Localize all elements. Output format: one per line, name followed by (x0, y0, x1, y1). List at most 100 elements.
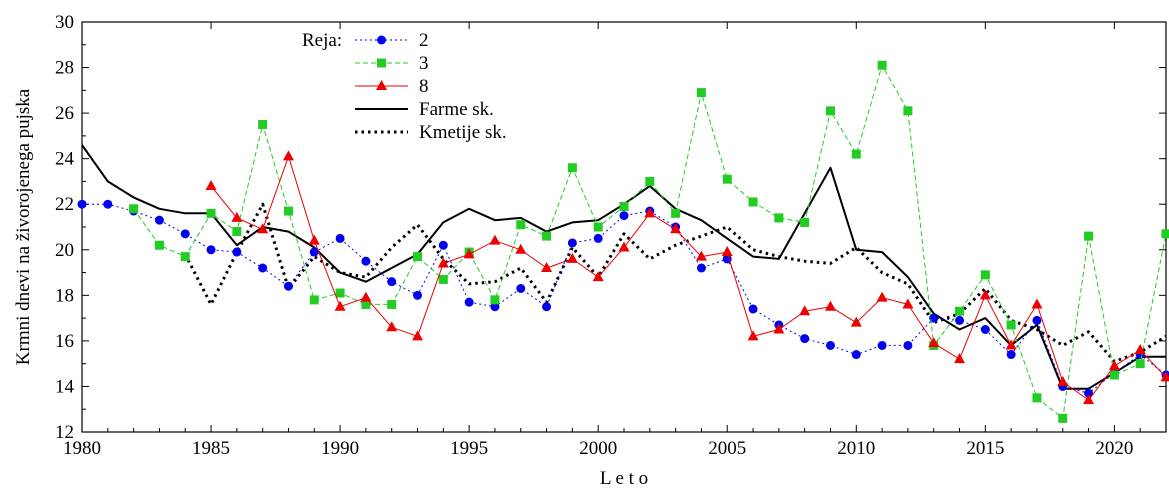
data-point (360, 291, 372, 302)
y-tick-label: 28 (55, 58, 74, 79)
data-point (387, 299, 397, 309)
data-point (361, 256, 371, 266)
legend-marker (376, 80, 387, 90)
data-point (1109, 370, 1119, 380)
data-point (387, 277, 397, 287)
series-line (81, 144, 1166, 390)
data-point (696, 263, 706, 273)
data-point (799, 305, 811, 316)
data-point (232, 227, 242, 237)
data-point (979, 289, 991, 300)
data-point (232, 247, 242, 257)
x-tick-label: 1990 (321, 438, 359, 459)
data-point (748, 304, 758, 314)
data-point (180, 252, 190, 262)
data-point (955, 306, 965, 316)
data-point (515, 243, 527, 254)
legend-marker (377, 58, 386, 68)
data-point (955, 315, 965, 325)
x-tick-label: 2020 (1095, 438, 1133, 459)
data-point (877, 60, 887, 70)
series-kmetije-sk- (183, 202, 1167, 363)
data-point (1006, 350, 1016, 360)
data-point (747, 330, 759, 341)
legend-label: 3 (419, 53, 429, 74)
data-point (154, 240, 164, 250)
data-point (902, 298, 914, 309)
data-point (386, 321, 398, 332)
data-point (566, 252, 578, 263)
data-point (800, 334, 810, 344)
data-point (205, 180, 217, 190)
x-tick-label: 2010 (837, 438, 875, 459)
data-point (980, 325, 990, 334)
data-point (438, 240, 448, 250)
data-point (1134, 344, 1146, 354)
data-point (309, 295, 319, 305)
y-tick-label: 18 (55, 285, 74, 306)
data-point (1108, 359, 1120, 370)
data-point (308, 234, 320, 245)
data-point (1032, 315, 1042, 325)
y-tick-label: 12 (55, 422, 74, 443)
data-point (438, 274, 448, 284)
data-point (774, 213, 784, 223)
data-point (928, 337, 940, 348)
data-point (309, 247, 319, 257)
legend-label: 8 (419, 76, 429, 97)
plot-frame (81, 21, 1167, 433)
data-point (567, 238, 577, 248)
y-tick-label: 22 (55, 194, 74, 215)
data-point (1083, 394, 1095, 405)
data-point (824, 300, 836, 311)
data-point (413, 252, 423, 262)
data-point (851, 350, 861, 360)
data-point (850, 316, 862, 327)
data-point (516, 284, 526, 293)
legend-marker (377, 35, 386, 45)
data-point (618, 241, 630, 252)
data-point (542, 302, 552, 312)
data-point (671, 208, 681, 218)
data-point (696, 88, 706, 98)
plot-area-border (81, 21, 1167, 433)
y-tick-label: 20 (55, 240, 74, 261)
y-tick-label: 30 (55, 12, 74, 33)
data-point (283, 281, 293, 291)
data-point (903, 340, 913, 350)
data-point (283, 206, 293, 216)
data-point (1032, 393, 1042, 403)
data-point (1006, 320, 1016, 330)
series-line (183, 202, 1167, 363)
data-point (490, 302, 500, 312)
x-tick-label: 2005 (708, 438, 746, 459)
data-point (1005, 339, 1017, 350)
data-point (413, 290, 423, 300)
data-point (1161, 229, 1169, 239)
x-tick-label: 2000 (579, 438, 617, 459)
x-tick-label: 1985 (192, 438, 230, 459)
data-point (954, 353, 966, 364)
data-point (129, 204, 139, 214)
data-point (980, 270, 990, 280)
data-point (516, 220, 526, 230)
data-point (593, 233, 603, 243)
data-point (721, 246, 733, 257)
data-point (644, 207, 656, 218)
y-tick-label: 26 (55, 103, 74, 124)
series-3 (129, 60, 1169, 423)
data-point (335, 288, 345, 298)
y-axis-title: Krmni dnevi na živorojenega pujska (13, 88, 34, 365)
data-point (592, 271, 604, 282)
data-point (464, 297, 474, 307)
y-tick-label: 24 (55, 149, 75, 170)
data-point (1135, 359, 1145, 369)
data-point (903, 106, 913, 116)
data-point (334, 300, 346, 311)
data-point (670, 223, 682, 234)
data-point (876, 291, 888, 302)
data-point (1084, 231, 1094, 241)
data-point (103, 199, 113, 209)
data-point (282, 150, 294, 161)
data-point (1057, 375, 1069, 386)
